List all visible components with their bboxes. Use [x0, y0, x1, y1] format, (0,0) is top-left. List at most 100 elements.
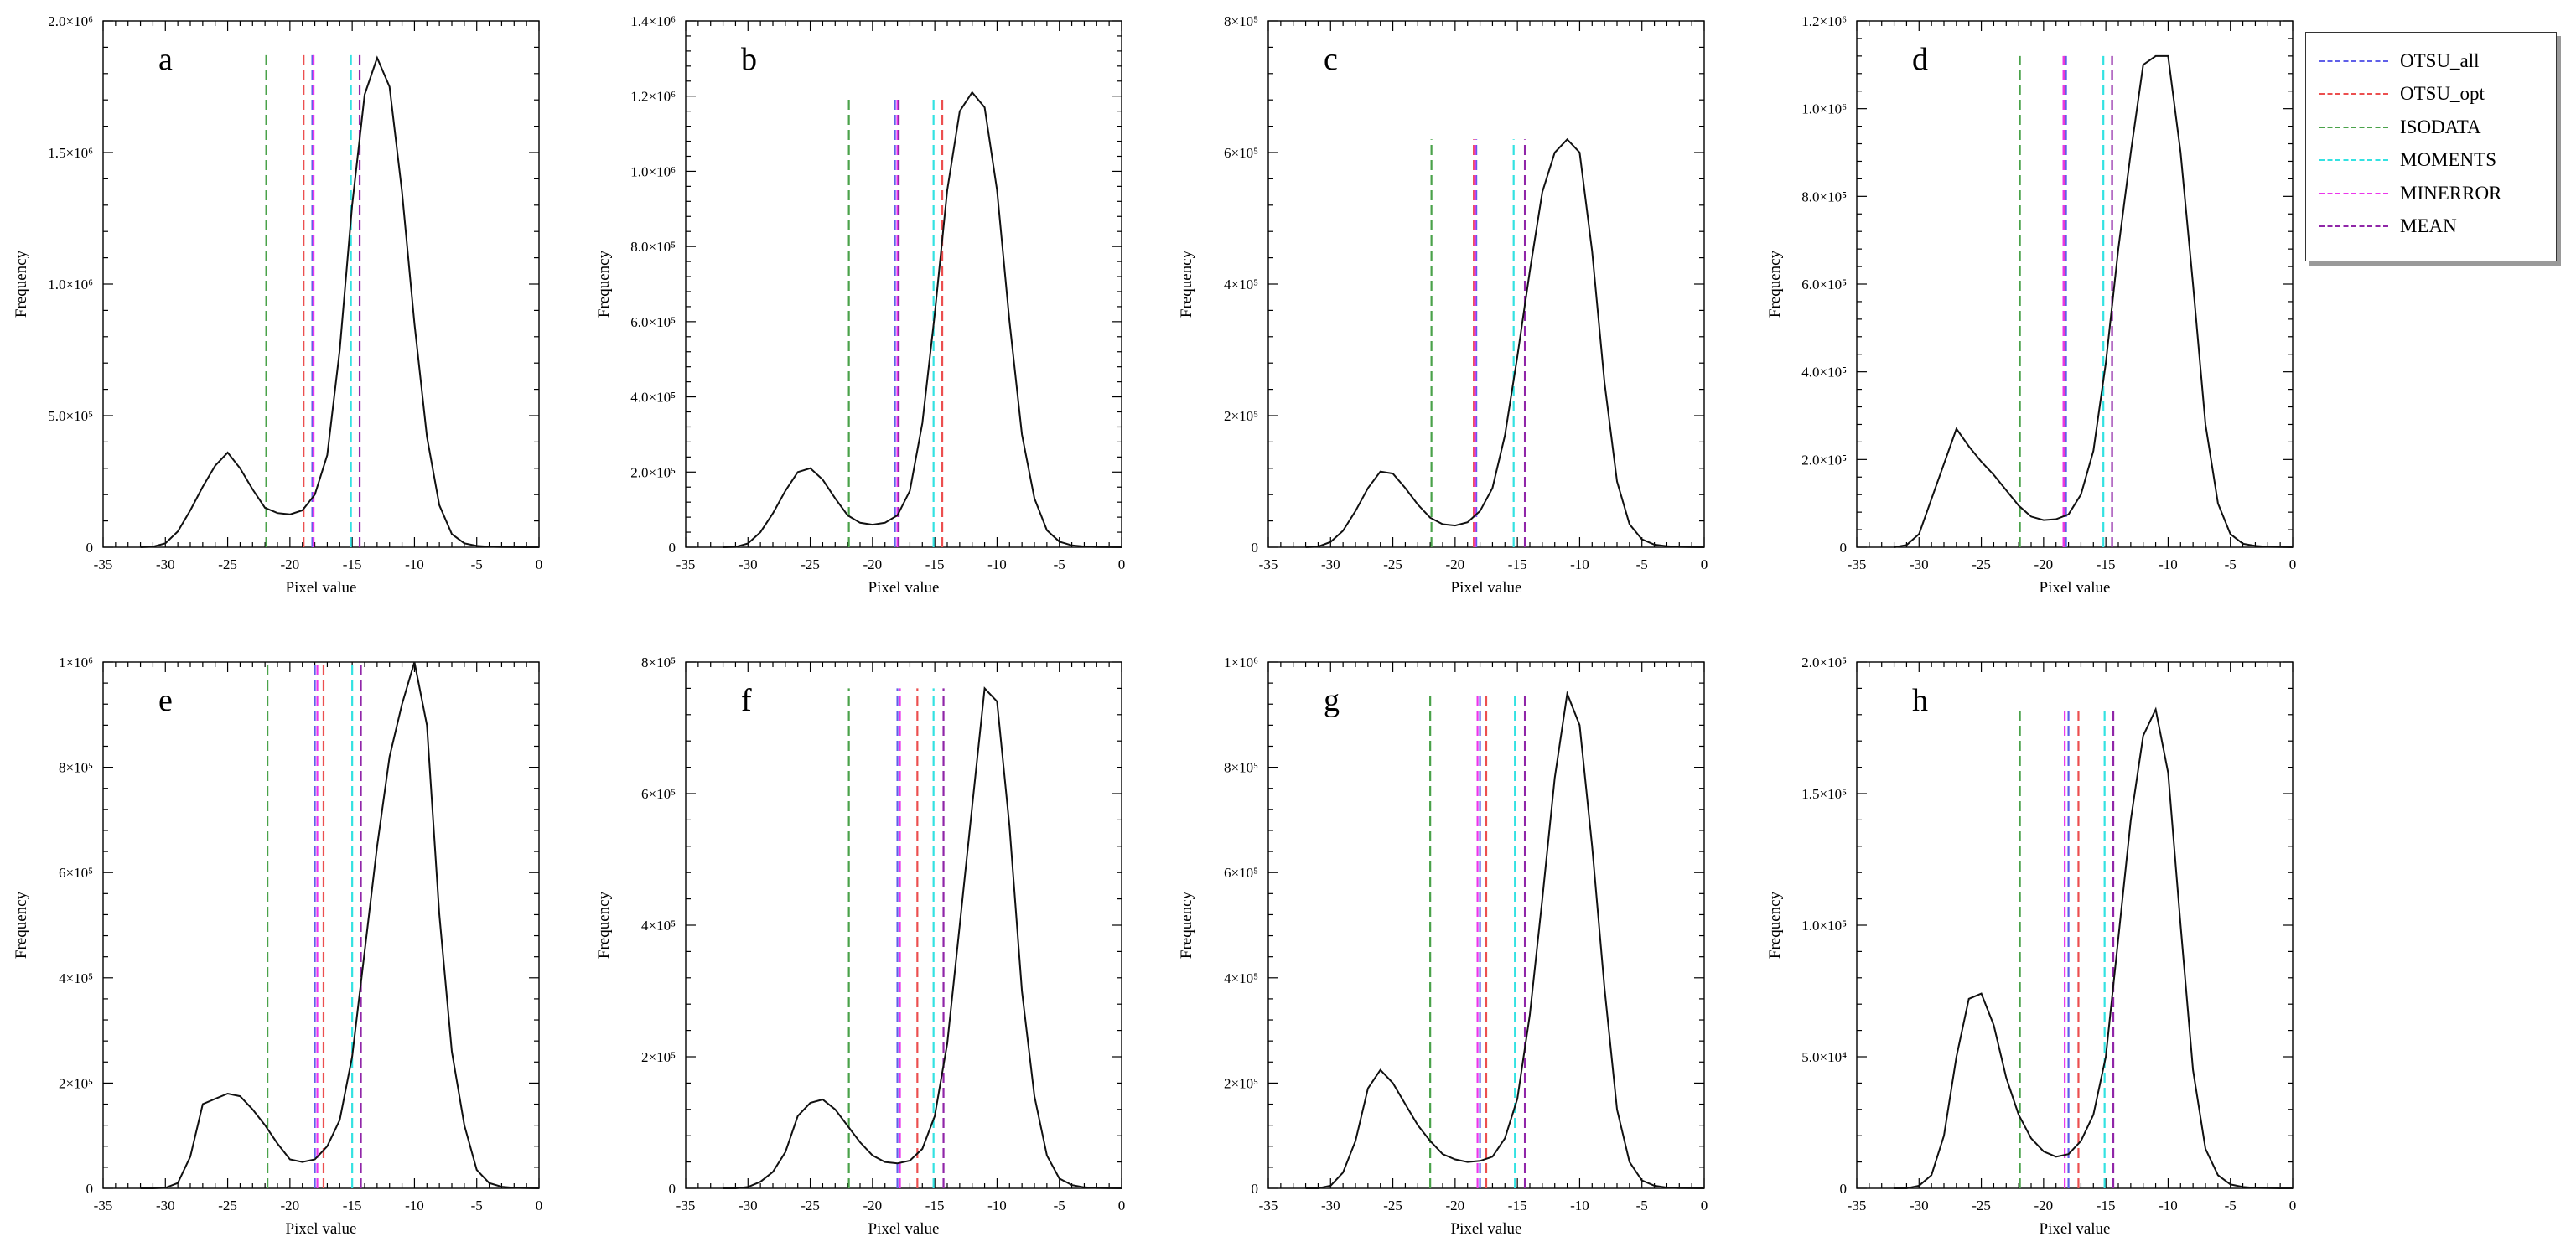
x-tick-label: -35: [1848, 1198, 1867, 1213]
panel-letter: f: [741, 683, 752, 718]
y-tick-label: 2×10⁵: [1224, 408, 1258, 424]
panel-a: -35 -30 -25 -20 -15 -10 -5 0 0 5.0×10⁵ 1.0×10⁶ 1.5×…: [13, 13, 542, 597]
x-tick-label: 0: [2289, 1198, 2297, 1213]
x-axis-label: Pixel value: [868, 579, 940, 597]
y-axis-label: Frequency: [1766, 891, 1784, 959]
x-tick-label: -20: [863, 556, 883, 572]
y-tick-label: 1.2×10⁶: [1801, 13, 1847, 29]
y-tick-label: 6×10⁵: [1224, 145, 1258, 161]
y-tick-label: 2.0×10⁵: [1801, 654, 1847, 670]
x-tick-label: -5: [1054, 1198, 1065, 1213]
x-tick-label: -20: [863, 1198, 883, 1213]
x-tick-label: -10: [1570, 1198, 1589, 1213]
y-tick-label: 2.0×10⁶: [48, 13, 93, 29]
histogram-series: [140, 55, 539, 548]
x-tick-label: -15: [343, 556, 362, 572]
x-tick-label: -35: [1848, 556, 1867, 572]
y-tick-label: 1×10⁶: [59, 654, 93, 670]
y-tick-label: 0: [86, 540, 94, 556]
panel-b: -35 -30 -25 -20 -15 -10 -5 0 0 2.0×10⁵ 4.0×10⁵ 6.0×…: [595, 13, 1125, 597]
histogram-series: [723, 91, 1122, 548]
y-tick-label: 2×10⁵: [59, 1075, 93, 1091]
x-tick-label: -25: [1383, 1198, 1402, 1213]
plot-frame: [1856, 661, 2294, 1189]
y-axis-label: Frequency: [1178, 250, 1195, 318]
x-tick-label: -35: [1259, 1198, 1278, 1213]
x-tick-label: 0: [1701, 1198, 1708, 1213]
x-tick-label: -30: [156, 1198, 175, 1213]
x-tick-label: -10: [405, 556, 424, 572]
y-tick-label: 5.0×10⁴: [1801, 1049, 1847, 1065]
x-tick-label: -15: [1508, 556, 1527, 572]
panel-h: -35 -30 -25 -20 -15 -10 -5 0 0 5.0×10⁴ 1.0×10⁵ 1.5×…: [1766, 654, 2296, 1238]
x-tick-label: -5: [1054, 556, 1065, 572]
x-tick-label: -10: [987, 556, 1007, 572]
panel-g: -35 -30 -25 -20 -15 -10 -5 0 0 2×10⁵ 4×10⁵ 6×10⁵ 8×1…: [1178, 654, 1708, 1238]
x-tick-label: 0: [2289, 556, 2297, 572]
x-tick-label: -25: [801, 556, 820, 572]
legend-entry-moments: MOMENTS: [2319, 144, 2547, 178]
x-tick-label: 0: [1701, 556, 1708, 572]
legend-swatch: [2319, 192, 2388, 194]
x-tick-label: -15: [2097, 1198, 2116, 1213]
y-tick-label: 4×10⁵: [641, 918, 676, 934]
y-tick-label: 0: [86, 1181, 94, 1197]
legend-entry-otsu_all: OTSU_all: [2319, 44, 2547, 78]
x-axis-label: Pixel value: [286, 1220, 357, 1238]
histogram-series: [1305, 690, 1705, 1189]
histogram-series: [1305, 137, 1705, 548]
x-tick-label: -35: [676, 556, 696, 572]
y-tick-label: 4×10⁵: [59, 970, 93, 986]
y-tick-label: 0: [669, 1181, 676, 1197]
legend-label: MINERROR: [2400, 182, 2502, 204]
legend-entry-otsu_opt: OTSU_opt: [2319, 78, 2547, 111]
y-axis-label: Frequency: [1178, 891, 1195, 959]
y-tick-label: 8×10⁵: [1224, 13, 1258, 29]
x-tick-label: -10: [1570, 556, 1589, 572]
x-tick-label: -5: [2225, 1198, 2237, 1213]
x-tick-label: -15: [925, 556, 945, 572]
y-tick-label: 0: [1840, 540, 1848, 556]
y-tick-label: 2.0×10⁵: [1801, 452, 1847, 468]
x-axis-label: Pixel value: [286, 579, 357, 597]
y-tick-label: 1.4×10⁶: [630, 13, 676, 29]
y-tick-label: 1.0×10⁵: [1801, 918, 1847, 934]
x-tick-label: 0: [1118, 1198, 1126, 1213]
x-tick-label: -30: [739, 1198, 758, 1213]
x-tick-label: -30: [1321, 556, 1340, 572]
x-tick-label: -30: [156, 556, 175, 572]
x-tick-label: -5: [471, 1198, 483, 1213]
x-tick-label: -25: [218, 1198, 237, 1213]
x-tick-label: 0: [1118, 556, 1126, 572]
x-tick-label: -35: [1259, 556, 1278, 572]
x-tick-label: -30: [1321, 1198, 1340, 1213]
legend-entry-isodata: ISODATA: [2319, 111, 2547, 144]
x-axis-label: Pixel value: [868, 1220, 940, 1238]
chart-legend: OTSU_all OTSU_opt ISODATA MOMENTS MINERROR ME…: [2305, 32, 2557, 261]
x-axis-label: Pixel value: [1451, 579, 1522, 597]
histogram-series: [1894, 54, 2294, 548]
x-tick-label: -5: [2225, 556, 2237, 572]
x-tick-label: -10: [987, 1198, 1007, 1213]
y-tick-label: 6×10⁵: [1224, 865, 1258, 881]
y-tick-label: 1.0×10⁶: [630, 163, 676, 179]
y-tick-label: 8×10⁵: [641, 654, 676, 670]
y-tick-label: 4.0×10⁵: [1801, 365, 1847, 380]
x-tick-label: -30: [739, 556, 758, 572]
x-tick-label: -10: [2159, 556, 2178, 572]
y-tick-label: 0: [1840, 1181, 1848, 1197]
y-tick-label: 0: [1252, 540, 1259, 556]
panel-d: -35 -30 -25 -20 -15 -10 -5 0 0 2.0×10⁵ 4.0×10⁵ 6.0×…: [1766, 13, 2296, 597]
y-tick-label: 6×10⁵: [59, 865, 93, 881]
histogram-series: [140, 661, 540, 1189]
y-axis-label: Frequency: [13, 891, 30, 959]
legend-label: OTSU_opt: [2400, 83, 2485, 105]
panel-letter: a: [158, 42, 173, 77]
x-tick-label: -25: [1972, 1198, 1991, 1213]
x-tick-label: -20: [1446, 1198, 1465, 1213]
y-tick-label: 2×10⁵: [1224, 1075, 1258, 1091]
panel-letter: d: [1912, 42, 1928, 77]
panel-letter: e: [158, 683, 173, 718]
legend-swatch: [2319, 93, 2388, 96]
